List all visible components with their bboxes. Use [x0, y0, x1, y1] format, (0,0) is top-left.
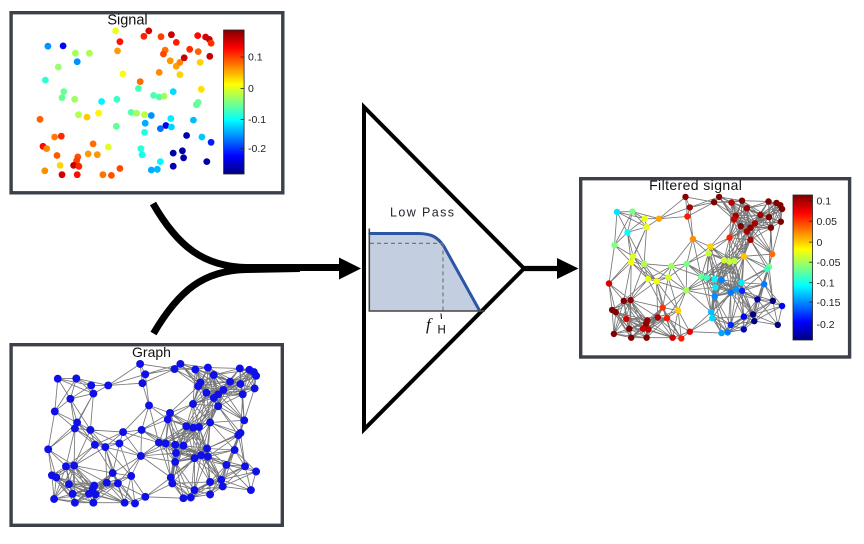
svg-text:-0.1: -0.1: [817, 277, 835, 289]
svg-text:f: f: [426, 315, 433, 334]
svg-text:Filtered signal: Filtered signal: [649, 177, 742, 193]
svg-text:Signal: Signal: [107, 13, 147, 29]
svg-text:0: 0: [248, 83, 254, 95]
svg-text:-0.1: -0.1: [248, 114, 266, 126]
svg-text:0: 0: [817, 237, 823, 249]
svg-text:-0.15: -0.15: [817, 297, 841, 309]
svg-text:0.05: 0.05: [817, 216, 838, 228]
svg-text:0.1: 0.1: [248, 52, 263, 64]
svg-text:-0.2: -0.2: [248, 143, 266, 155]
svg-text:0.1: 0.1: [817, 196, 832, 208]
svg-text:-0.2: -0.2: [817, 319, 835, 331]
svg-text:Graph: Graph: [132, 344, 171, 360]
svg-text:Low Pass: Low Pass: [390, 206, 455, 220]
svg-text:H: H: [438, 325, 446, 337]
svg-text:-0.05: -0.05: [817, 257, 841, 269]
